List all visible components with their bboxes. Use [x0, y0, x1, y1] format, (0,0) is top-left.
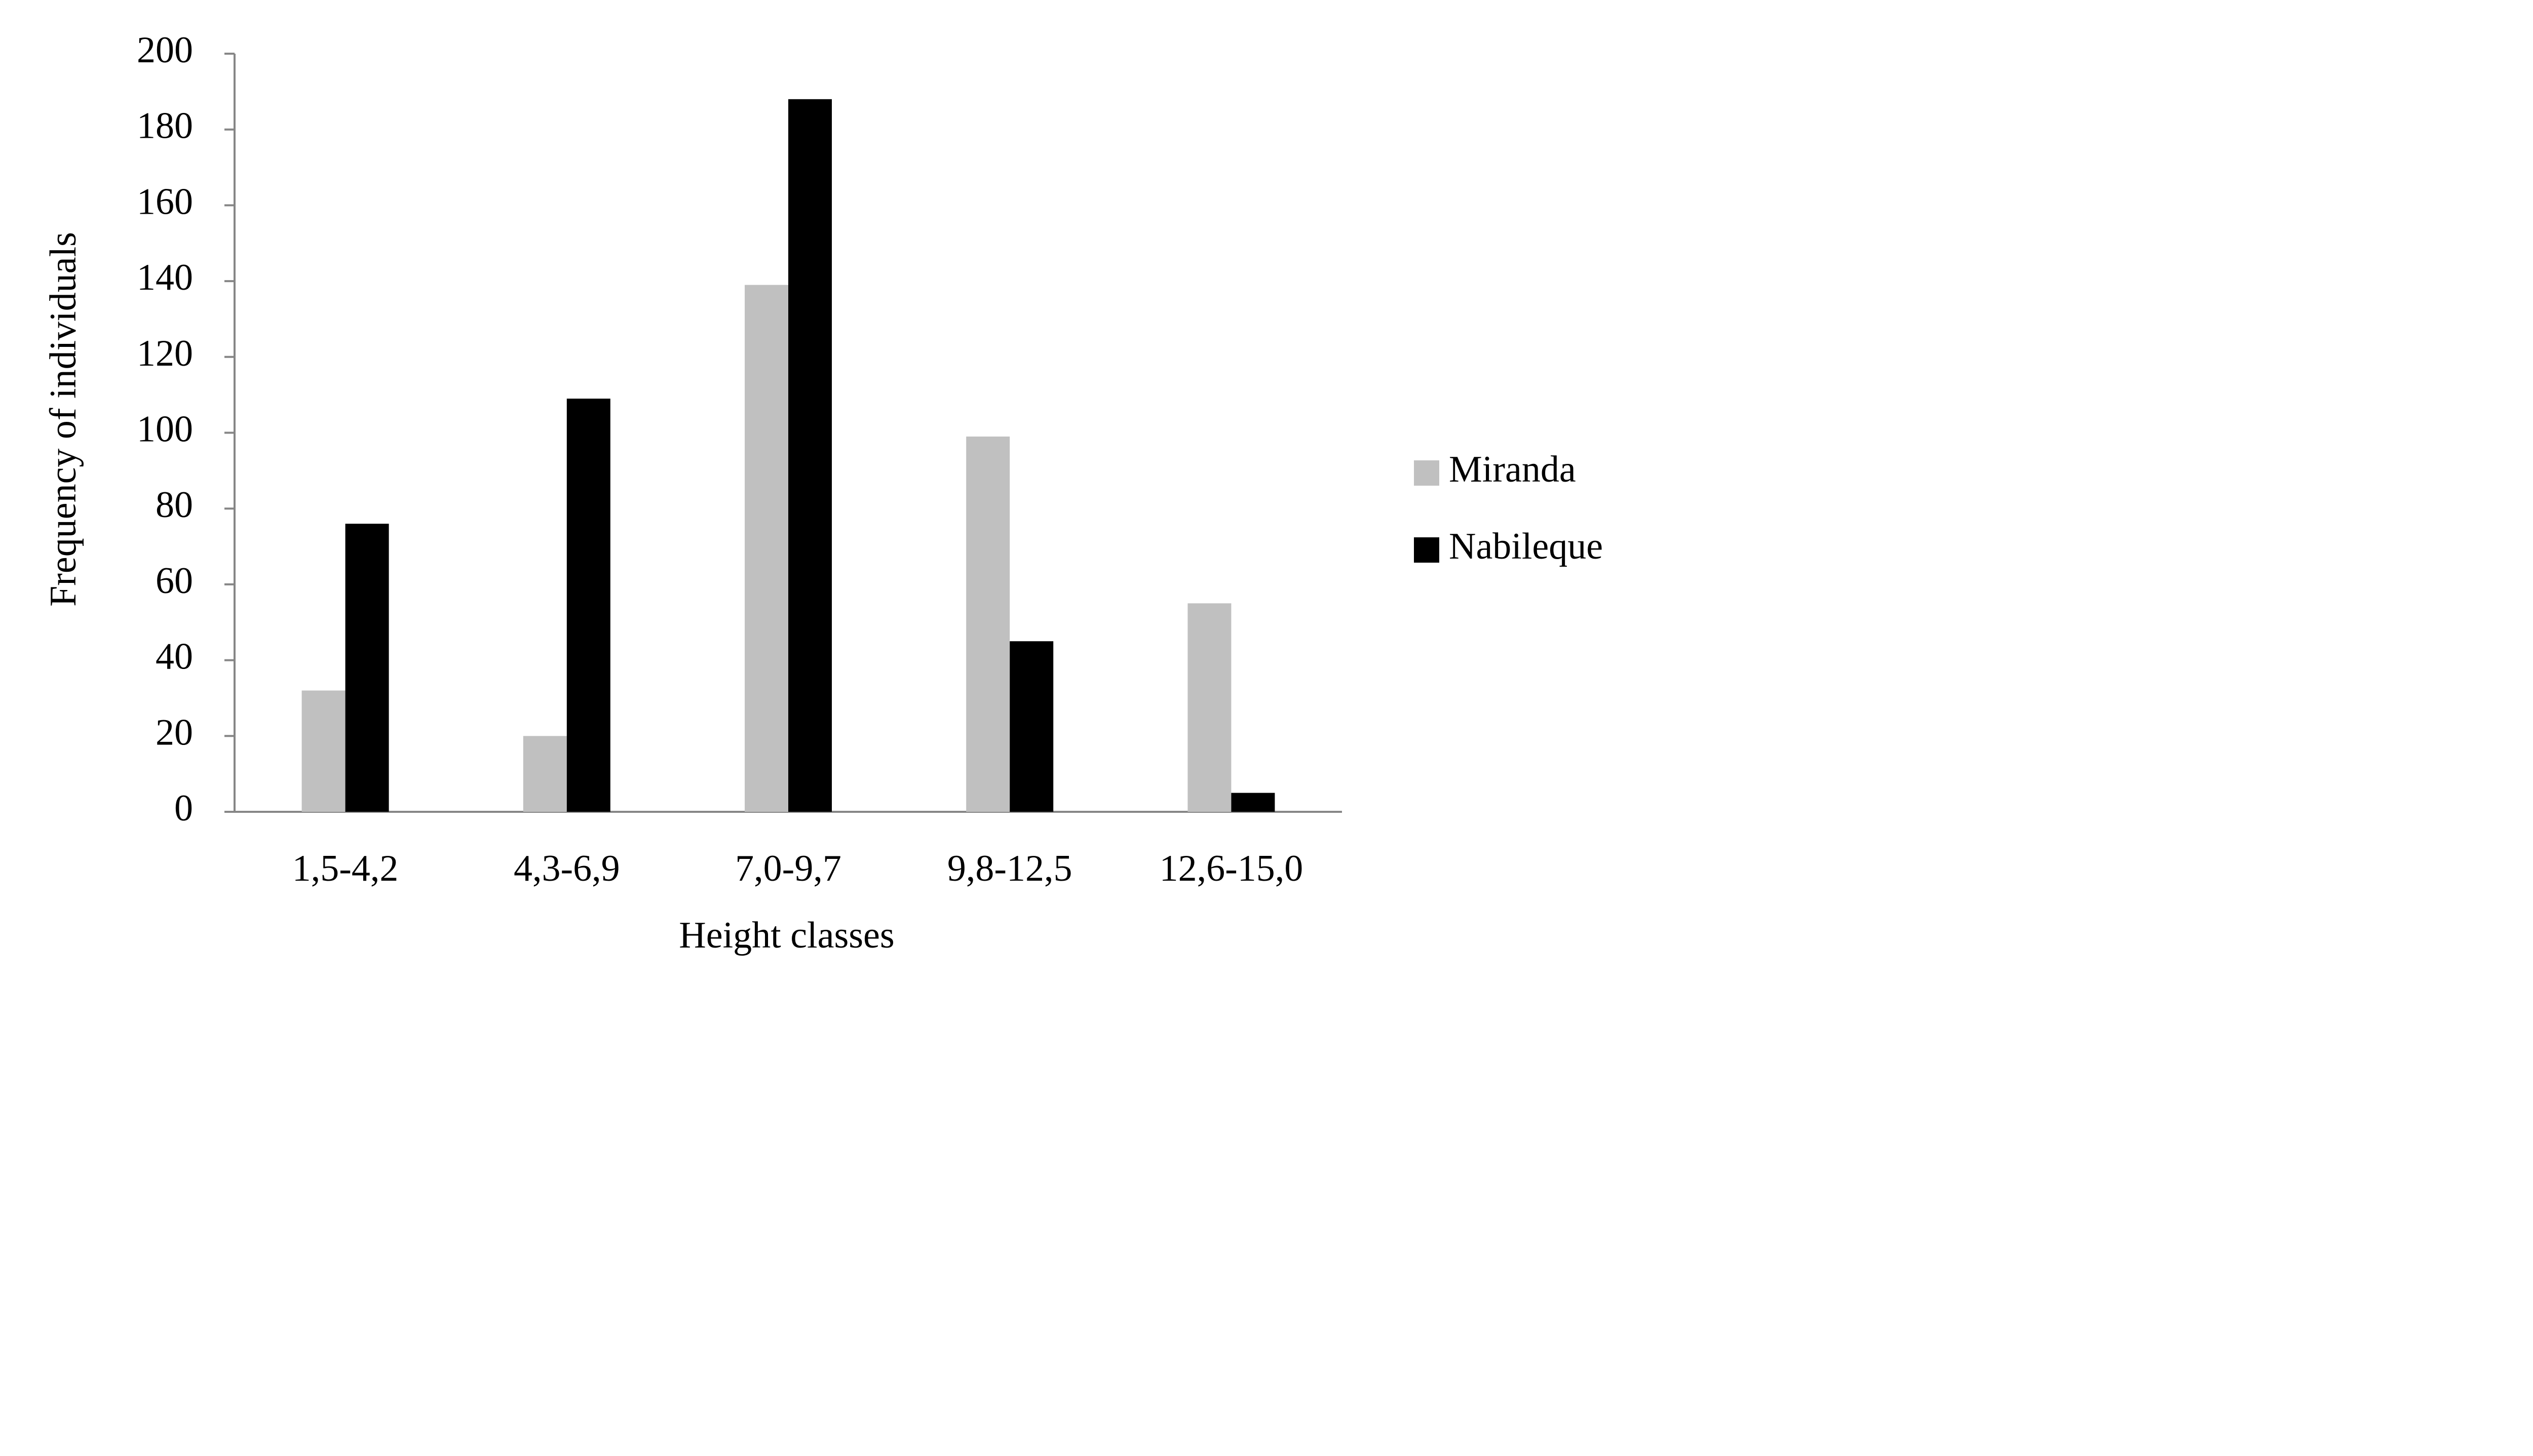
- y-tick-label: 0: [174, 788, 193, 829]
- y-tick-label: 100: [137, 408, 193, 450]
- y-tick-label: 80: [156, 484, 193, 526]
- bar: [345, 524, 389, 812]
- legend-swatch: [1414, 537, 1439, 563]
- y-axis-title: Frequency of individuals: [43, 232, 84, 607]
- bar: [566, 399, 610, 812]
- y-tick-label: 140: [137, 257, 193, 298]
- y-tick-label: 60: [156, 560, 193, 602]
- x-tick-label: 12,6-15,0: [1160, 848, 1303, 889]
- y-tick-label: 120: [137, 333, 193, 374]
- bar: [523, 736, 567, 812]
- bar: [745, 285, 788, 812]
- legend-swatch: [1414, 460, 1439, 486]
- x-axis-title: Height classes: [679, 915, 894, 956]
- x-tick-label: 1,5-4,2: [292, 848, 399, 889]
- bar: [1231, 793, 1275, 812]
- y-tick-label: 160: [137, 181, 193, 222]
- y-tick-label: 200: [137, 29, 193, 71]
- bar: [301, 690, 346, 812]
- bar: [788, 99, 832, 812]
- bar: [966, 436, 1010, 812]
- legend-label: Miranda: [1449, 449, 1576, 490]
- y-tick-label: 40: [156, 636, 193, 678]
- x-tick-label: 7,0-9,7: [735, 848, 841, 889]
- legend-label: Nabileque: [1449, 526, 1603, 567]
- x-tick-label: 4,3-6,9: [514, 848, 620, 889]
- bar: [1187, 603, 1232, 812]
- y-tick-label: 180: [137, 105, 193, 147]
- x-tick-label: 9,8-12,5: [947, 848, 1072, 889]
- bar: [1010, 641, 1054, 812]
- y-tick-label: 20: [156, 712, 193, 753]
